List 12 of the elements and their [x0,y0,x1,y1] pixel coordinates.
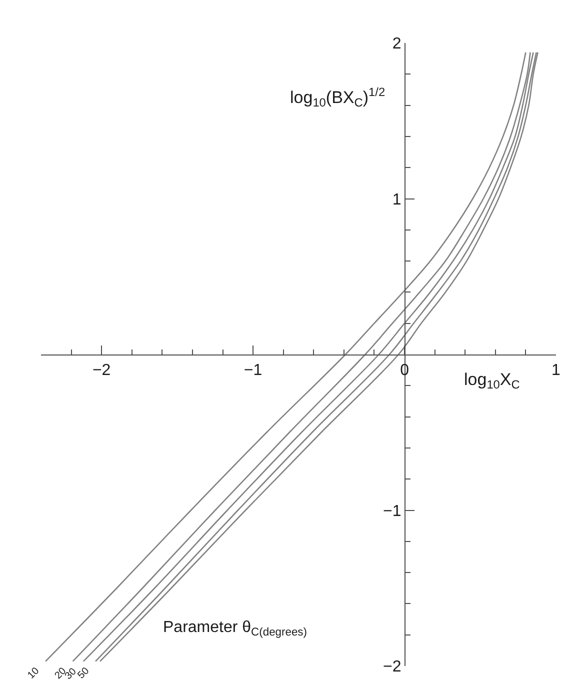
y-tick-label: −1 [382,502,402,520]
x-axis-title: log$_{10}$X$_{C}$ [464,370,520,392]
text: 50 [76,665,92,682]
x-tick-label: −2 [92,362,111,379]
y-tick-label: 2 [392,36,402,53]
y-axis-title: log$_{10}$(BX$_{C}$)$^{1/2}$ [290,85,386,110]
annotation: Parameter θ$_{C(degrees)}$ [163,619,308,638]
x-tick-label: −1 [244,362,262,379]
y-tick-label: −2 [382,658,402,676]
text: 10 [26,665,42,682]
x-tick-label: 1 [552,362,561,379]
y-tick-label: 1 [392,191,402,208]
